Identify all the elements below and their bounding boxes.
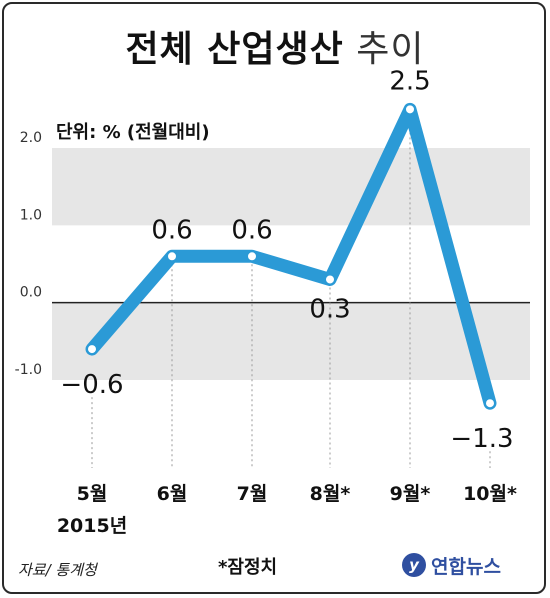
x-tick-label: 9월* bbox=[390, 483, 431, 505]
y-tick-label: 0.0 bbox=[20, 285, 42, 301]
provisional-note: *잠정치 bbox=[218, 557, 278, 578]
y-tick-label: -1.0 bbox=[15, 362, 42, 378]
data-label: −1.3 bbox=[450, 424, 513, 454]
data-label: 0.6 bbox=[151, 215, 192, 245]
yonhap-logo: y 연합뉴스 bbox=[402, 548, 501, 582]
data-label: 2.5 bbox=[389, 66, 430, 96]
chart-title: 전체 산업생산 추이 bbox=[0, 20, 550, 72]
source-label: 자료/ 통계청 bbox=[18, 561, 97, 579]
x-tick-label: 6월 bbox=[157, 483, 188, 505]
data-point bbox=[167, 251, 177, 262]
x-tick-label: 8월* bbox=[310, 483, 351, 505]
y-tick-label: 1.0 bbox=[20, 207, 42, 223]
series-line bbox=[85, 102, 497, 410]
logo-text: 연합뉴스 bbox=[431, 555, 501, 578]
y-tick-label: 2.0 bbox=[20, 130, 42, 146]
shaded-band-0 bbox=[52, 148, 530, 226]
x-tick-sublabel: 2015년 bbox=[57, 515, 127, 537]
x-tick-label: 5월 bbox=[77, 483, 108, 505]
data-label: −0.6 bbox=[60, 370, 123, 400]
x-tick-label: 7월 bbox=[237, 483, 268, 505]
unit-label: 단위: % (전월대비) bbox=[56, 122, 210, 143]
data-point bbox=[485, 398, 495, 409]
data-point bbox=[247, 251, 257, 262]
shaded-band-1 bbox=[52, 302, 530, 380]
data-point bbox=[405, 104, 415, 115]
x-tick-label: 10월* bbox=[463, 483, 517, 505]
logo-mark-icon: y bbox=[402, 553, 426, 577]
data-point bbox=[325, 274, 335, 285]
chart-title-main: 전체 산업생산 bbox=[125, 29, 344, 70]
data-label: 0.6 bbox=[231, 215, 272, 245]
data-label: 0.3 bbox=[309, 294, 350, 324]
data-point bbox=[87, 344, 97, 355]
chart-title-sub: 추이 bbox=[356, 29, 425, 70]
